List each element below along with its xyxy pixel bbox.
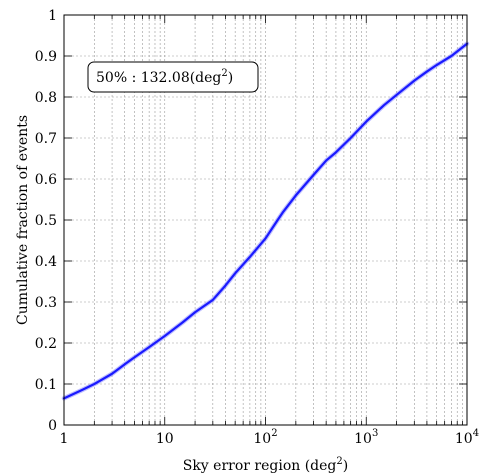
x-tick-label-base: 1 <box>60 431 69 447</box>
x-tick-label: 102 <box>253 428 277 447</box>
y-tick-label: 0.8 <box>35 90 57 106</box>
x-tick-label-exponent: 4 <box>473 428 479 439</box>
x-tick-labels: 1 10 102 103 104 <box>60 428 480 447</box>
tick-marks <box>64 14 467 426</box>
y-tick-label: 1 <box>48 8 57 24</box>
x-tick-label: 10 <box>156 431 174 447</box>
annotation-text: 50% : 132.08(deg2) <box>96 68 233 86</box>
x-axis-title-end: ) <box>343 458 348 474</box>
x-axis-title-superscript: 2 <box>336 456 342 467</box>
x-tick-label-base: 10 <box>354 431 372 447</box>
y-tick-label: 0.4 <box>35 254 57 270</box>
x-tick-label-exponent: 3 <box>372 428 378 439</box>
x-axis-title-main: Sky error region (deg <box>183 458 337 474</box>
x-tick-label-base: 10 <box>455 431 473 447</box>
y-tick-label: 0.6 <box>35 172 57 188</box>
annotation-box: 50% : 132.08(deg2) <box>87 61 259 93</box>
x-axis-title: Sky error region (deg2) <box>183 456 349 474</box>
x-tick-label: 1 <box>60 431 69 447</box>
y-tick-label: 0.3 <box>35 295 57 311</box>
y-tick-label: 0 <box>48 418 57 434</box>
y-tick-labels: 0 0.1 0.2 0.3 0.4 0.5 0.6 0.7 0.8 0.9 1 <box>35 8 57 434</box>
x-tick-label: 103 <box>354 428 378 447</box>
y-tick-label: 0.7 <box>35 131 57 147</box>
series-layer <box>61 41 470 401</box>
y-tick-label: 0.5 <box>35 213 57 229</box>
annotation-suffix: ) <box>228 70 233 86</box>
annotation-frame <box>87 61 259 93</box>
x-tick-label-base: 10 <box>156 431 174 447</box>
y-tick-label: 0.2 <box>35 336 57 352</box>
y-axis-title: Cumulative fraction of events <box>15 115 31 325</box>
x-tick-label: 104 <box>455 428 479 447</box>
x-tick-label-exponent: 2 <box>271 428 277 439</box>
annotation-prefix: 50% : 132.08(deg <box>96 70 221 86</box>
x-tick-label-base: 10 <box>253 431 271 447</box>
y-tick-label: 0.1 <box>35 377 57 393</box>
y-tick-label: 0.9 <box>35 49 57 65</box>
series-line <box>62 42 469 400</box>
annotation-superscript: 2 <box>221 68 227 79</box>
